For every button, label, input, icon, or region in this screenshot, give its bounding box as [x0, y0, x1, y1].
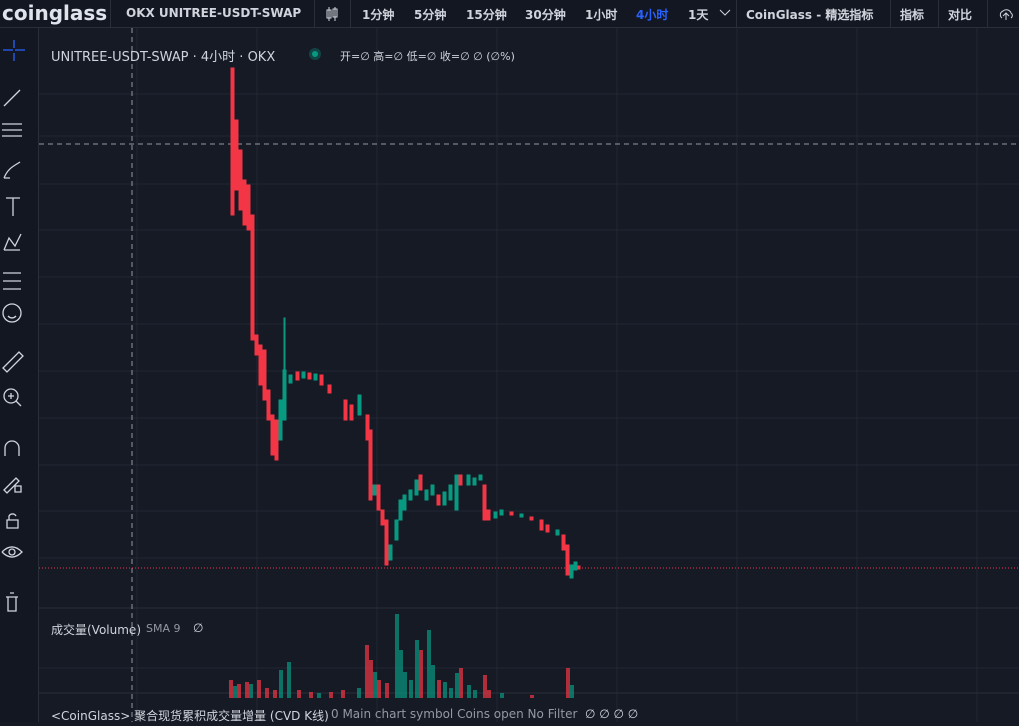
logo[interactable]: coinglass — [2, 1, 108, 25]
volume-bars — [229, 614, 574, 698]
interval-button[interactable]: 15分钟 — [466, 8, 507, 22]
tool-icons[interactable] — [0, 28, 38, 722]
interval-button[interactable]: 1分钟 — [362, 8, 395, 22]
symbol[interactable]: OKX UNITREE-USDT-SWAP — [126, 6, 302, 20]
drawing-toolbar — [0, 28, 39, 722]
chart-area — [39, 28, 1019, 722]
cvd-values: ∅ ∅ ∅ ∅ — [585, 707, 639, 721]
indicators[interactable]: 指标 — [900, 8, 925, 22]
ohlc-values: 开=∅ 高=∅ 低=∅ 收=∅ ∅ (∅%) — [340, 50, 515, 63]
interval-button[interactable]: 1小时 — [585, 8, 618, 22]
interval-button[interactable]: 30分钟 — [525, 8, 566, 22]
indicator-set[interactable]: CoinGlass - 精选指标 — [746, 8, 874, 22]
grid — [39, 28, 1019, 722]
candle-type-icon[interactable] — [325, 6, 339, 22]
volume-value: ∅ — [193, 621, 204, 635]
top-bar: coinglass OKX UNITREE-USDT-SWAP 1分钟 5分钟 15… — [0, 0, 1019, 28]
cvd-settings: 0 Main chart symbol Coins open No Filter — [331, 707, 578, 721]
cvd-title[interactable]: <CoinGlass> 聚合现货累积成交量增量 (CVD K线) — [51, 709, 329, 723]
compare[interactable]: 对比 — [948, 8, 973, 22]
interval-button[interactable]: 4小时 — [636, 8, 669, 22]
candles — [230, 67, 581, 579]
interval-button[interactable]: 1天 — [688, 8, 709, 22]
pane-separators — [39, 607, 1019, 694]
upload-icon[interactable] — [998, 6, 1014, 22]
chart-legend[interactable]: UNITREE-USDT-SWAP · 4小时 · OKX — [51, 50, 276, 65]
status-dot — [312, 51, 318, 57]
volume-sma: SMA 9 — [146, 622, 181, 635]
dropdown[interactable] — [719, 9, 731, 17]
interval-button[interactable]: 5分钟 — [414, 8, 447, 22]
volume-title[interactable]: 成交量(Volume) — [51, 623, 141, 637]
